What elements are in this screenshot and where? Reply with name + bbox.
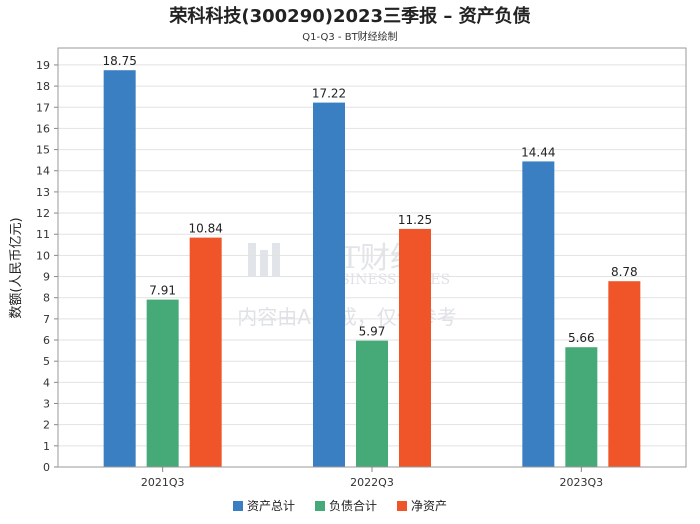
- watermark-logo-bar: [272, 243, 280, 276]
- bar: [608, 281, 641, 467]
- bar: [356, 340, 388, 467]
- bar: [522, 161, 555, 467]
- legend-swatch: [233, 501, 243, 511]
- y-tick-label: 14: [36, 165, 50, 178]
- legend: 资产总计 负债合计 净资产: [233, 498, 447, 513]
- y-axis-label: 数额(人民币亿元): [9, 217, 24, 318]
- y-tick-label: 15: [36, 144, 50, 157]
- legend-label: 净资产: [411, 499, 447, 513]
- y-tick-label: 0: [43, 461, 50, 474]
- data-label: 5.66: [568, 331, 595, 345]
- y-tick-label: 12: [36, 207, 50, 220]
- chart-title: 荣科科技(300290)2023三季报 – 资产负债: [168, 5, 530, 27]
- watermark-logo-bar: [248, 243, 256, 276]
- data-label: 8.78: [611, 265, 638, 279]
- data-label: 10.84: [188, 222, 222, 236]
- y-tick-label: 8: [43, 292, 50, 305]
- chart-subtitle: Q1-Q3 - BT财经绘制: [302, 30, 397, 43]
- legend-label: 负债合计: [329, 498, 377, 513]
- y-tick-label: 2: [43, 419, 50, 432]
- bar: [399, 228, 431, 467]
- y-tick-label: 13: [36, 186, 50, 199]
- bar: [189, 237, 222, 467]
- watermark-logo-bar: [260, 250, 268, 276]
- y-tick-label: 10: [36, 249, 50, 262]
- data-label: 7.91: [149, 284, 176, 298]
- x-tick-label: 2021Q3: [141, 476, 185, 489]
- y-tick-label: 4: [43, 376, 50, 389]
- data-label: 5.97: [359, 325, 386, 339]
- y-tick-label: 18: [36, 80, 50, 93]
- bar: [103, 70, 136, 467]
- y-tick-label: 1: [43, 440, 50, 453]
- bars: 18.75 7.91 10.84 17.22 5.97 11.25 14.44 5.66 8.7…: [102, 54, 641, 467]
- y-tick-label: 16: [36, 122, 50, 135]
- y-tick-label: 7: [43, 313, 50, 326]
- legend-swatch: [315, 501, 325, 511]
- y-tick-label: 6: [43, 334, 50, 347]
- legend-label: 资产总计: [247, 499, 295, 513]
- y-tick-label: 19: [36, 59, 50, 72]
- x-tick-label: 2022Q3: [350, 476, 394, 489]
- bar: [146, 299, 179, 467]
- legend-swatch: [397, 501, 407, 511]
- data-label: 14.44: [521, 145, 555, 159]
- y-tick-label: 3: [43, 398, 50, 411]
- bar: [565, 347, 598, 467]
- bar: [313, 102, 345, 467]
- y-tick-label: 9: [43, 271, 50, 284]
- data-label: 18.75: [102, 54, 136, 68]
- data-label: 17.22: [312, 87, 346, 101]
- y-tick-label: 11: [36, 228, 50, 241]
- x-tick-label: 2023Q3: [560, 476, 604, 489]
- y-tick-label: 5: [43, 355, 50, 368]
- data-label: 11.25: [398, 213, 432, 227]
- y-tick-label: 17: [36, 101, 50, 114]
